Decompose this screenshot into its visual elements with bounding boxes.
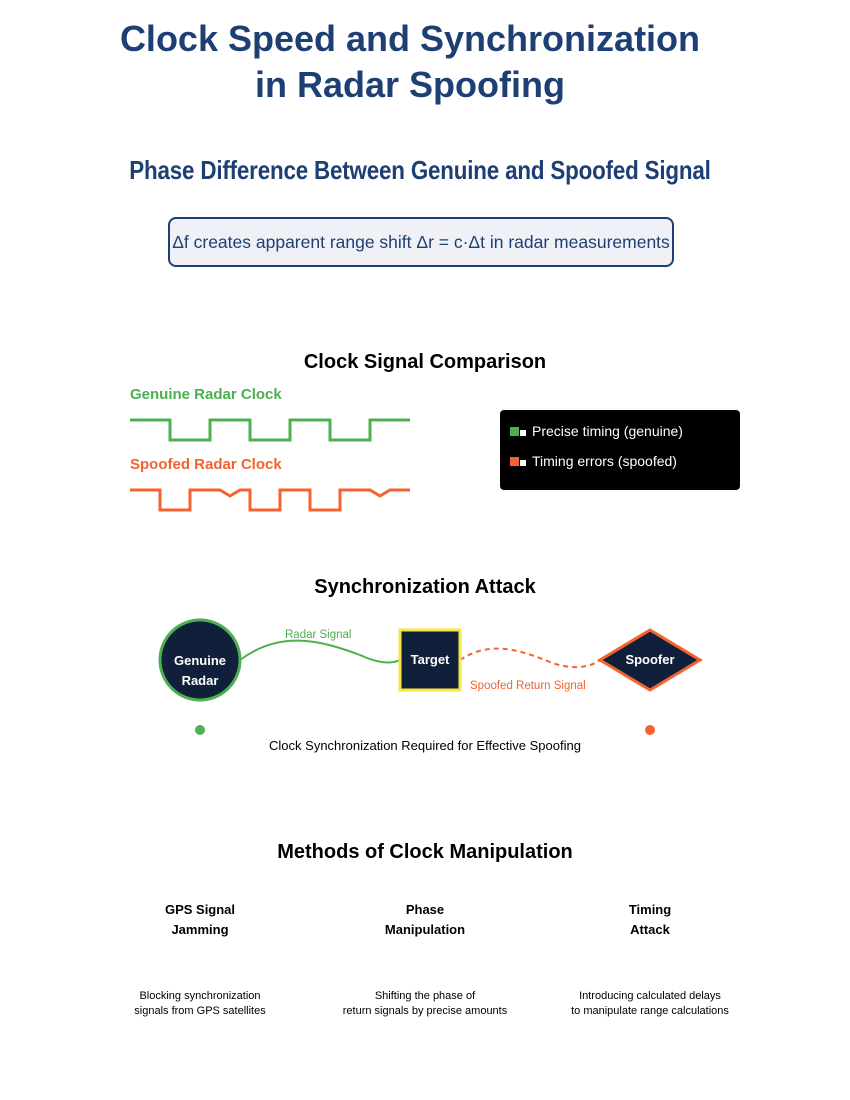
method-desc-line-1: Blocking synchronization: [139, 990, 261, 1002]
radar-signal-label: Radar Signal: [285, 629, 352, 641]
genuine-indicator-dot: [195, 725, 205, 735]
page-subtitle: Phase Difference Between Genuine and Spo…: [129, 155, 711, 185]
method-title-line-2: Manipulation: [384, 922, 466, 937]
method-timing-desc: Introducing calculated delays to manipul…: [530, 989, 770, 1019]
clock-legend: Precise timing (genuine) Timing errors (…: [500, 410, 740, 490]
genuine-clock-label: Genuine Radar Clock: [130, 386, 282, 403]
method-desc-line-1: Introducing calculated delays: [579, 990, 721, 1002]
genuine-radar-label-line-1: Genuine: [173, 653, 226, 668]
legend-genuine-label: Precise timing (genuine): [532, 423, 683, 439]
method-gps-desc: Blocking synchronization signals from GP…: [100, 989, 300, 1019]
method-title: Timing Attack: [550, 900, 750, 940]
method-desc-line-2: to manipulate range calculations: [571, 1005, 729, 1017]
sync-attack-title: Synchronization Attack: [314, 576, 536, 598]
white-square-icon: [520, 429, 526, 436]
target-label: Target: [410, 652, 450, 667]
method-title-line-1: GPS Signal: [164, 902, 236, 917]
legend-item-genuine: Precise timing (genuine): [510, 423, 683, 439]
spoofed-swatch-icon: [510, 456, 519, 466]
method-title-line-2: Jamming: [171, 922, 229, 937]
method-phase-desc: Shifting the phase of return signals by …: [310, 989, 540, 1019]
genuine-radar-node: [158, 618, 242, 702]
clock-comparison-title: Clock Signal Comparison: [303, 351, 547, 373]
genuine-swatch-icon: [510, 426, 519, 436]
spoofed-return-label: Spoofed Return Signal: [470, 680, 586, 692]
genuine-clock-waveform: [130, 418, 410, 442]
method-timing-attack: Timing Attack: [550, 900, 750, 940]
target-node: [398, 628, 462, 692]
method-title-line-1: Phase: [405, 902, 445, 917]
method-desc-line-2: signals from GPS satellites: [134, 1005, 266, 1017]
methods-title: Methods of Clock Manipulation: [277, 841, 573, 863]
spoofer-label: Spoofer: [625, 652, 675, 667]
method-desc-line-2: return signals by precise amounts: [342, 1005, 508, 1017]
genuine-radar-label: Genuine Radar: [160, 651, 240, 691]
page-title: Clock Speed and Synchronization in Radar…: [0, 16, 820, 108]
sync-caption: Clock Synchronization Required for Effec…: [269, 738, 581, 753]
method-title: GPS Signal Jamming: [100, 900, 300, 940]
method-gps-jamming: GPS Signal Jamming: [100, 900, 300, 940]
white-square-icon: [520, 459, 526, 466]
formula-box: Δf creates apparent range shift Δr = c·Δ…: [168, 217, 674, 267]
title-line-2: in Radar Spoofing: [255, 64, 565, 105]
method-phase-manipulation: Phase Manipulation: [325, 900, 525, 940]
spoofed-indicator-dot: [645, 725, 655, 735]
method-title-line-1: Timing: [628, 902, 672, 917]
title-line-1: Clock Speed and Synchronization: [119, 18, 701, 59]
radar-signal-path: [239, 639, 401, 664]
spoofed-clock-waveform: [130, 488, 410, 512]
legend-spoofed-label: Timing errors (spoofed): [532, 453, 677, 469]
spoofed-return-path: [459, 647, 601, 668]
genuine-radar-label-line-2: Radar: [181, 673, 219, 688]
method-title-line-2: Attack: [630, 922, 670, 937]
method-title: Phase Manipulation: [325, 900, 525, 940]
legend-item-spoofed: Timing errors (spoofed): [510, 453, 677, 469]
spoofer-node: [597, 628, 703, 692]
spoofed-clock-label: Spoofed Radar Clock: [130, 456, 282, 473]
method-desc-line-1: Shifting the phase of: [374, 990, 476, 1002]
